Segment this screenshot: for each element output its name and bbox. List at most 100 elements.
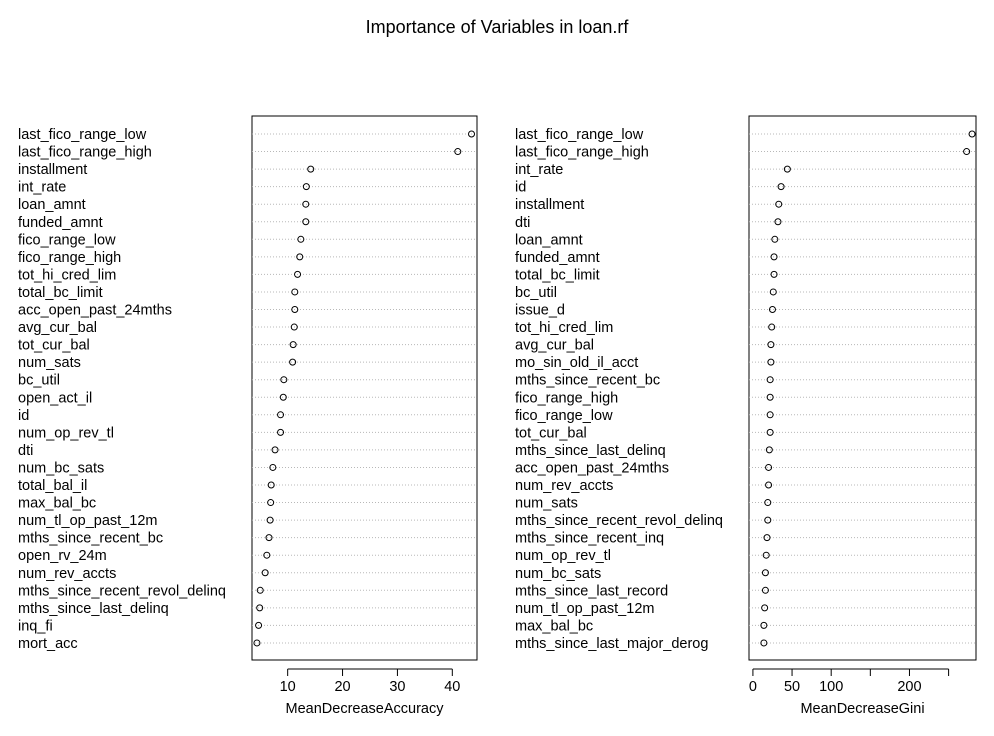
accuracy-x-tick-label: 20 [334, 679, 350, 695]
accuracy-x-tick-label: 30 [389, 679, 405, 695]
accuracy-point [256, 586, 264, 594]
accuracy-category-label: int_rate [18, 180, 66, 196]
gini-point [766, 393, 774, 401]
accuracy-category-label: mths_since_last_delinq [18, 601, 169, 617]
gini-category-label: last_fico_range_high [515, 145, 649, 161]
accuracy-x-tick-label: 40 [444, 679, 460, 695]
accuracy-point [302, 200, 310, 208]
gini-category-label: mths_since_last_major_derog [515, 636, 708, 652]
accuracy-category-label: total_bc_limit [18, 285, 103, 301]
gini-x-tick-label: 50 [784, 679, 800, 695]
gini-category-label: avg_cur_bal [515, 338, 594, 354]
gini-category-label: int_rate [515, 162, 563, 178]
accuracy-category-label: num_rev_accts [18, 566, 116, 582]
gini-category-label: bc_util [515, 285, 557, 301]
accuracy-category-label: num_sats [18, 355, 81, 371]
accuracy-category-label: mths_since_recent_bc [18, 531, 163, 547]
accuracy-plot-frame [251, 115, 478, 661]
accuracy-category-label: tot_hi_cred_lim [18, 267, 116, 283]
accuracy-category-label: funded_amnt [18, 215, 103, 231]
gini-plot-frame [748, 115, 977, 661]
accuracy-category-label: dti [18, 443, 33, 459]
accuracy-category-label: avg_cur_bal [18, 320, 97, 336]
accuracy-category-label: open_act_il [18, 390, 92, 406]
accuracy-point [267, 499, 275, 507]
accuracy-category-label: open_rv_24m [18, 548, 107, 564]
accuracy-point [277, 411, 285, 419]
accuracy-category-label: loan_amnt [18, 197, 86, 213]
accuracy-category-label: total_bal_il [18, 478, 87, 494]
gini-category-label: total_bc_limit [515, 267, 600, 283]
gini-category-label: installment [515, 197, 584, 213]
gini-point [770, 253, 778, 261]
accuracy-category-label: id [18, 408, 29, 424]
gini-point [763, 534, 771, 542]
gini-point [765, 446, 773, 454]
accuracy-point [297, 235, 305, 243]
gini-point [761, 586, 769, 594]
gini-category-label: num_sats [515, 496, 578, 512]
gini-point [777, 183, 785, 191]
accuracy-category-label: last_fico_range_low [18, 127, 147, 143]
gini-point [767, 358, 775, 366]
gini-category-label: acc_open_past_24mths [515, 460, 669, 476]
accuracy-category-label: max_bal_bc [18, 496, 96, 512]
gini-category-label: num_op_rev_tl [515, 548, 611, 564]
gini-point [766, 376, 774, 384]
gini-category-label: last_fico_range_low [515, 127, 644, 143]
gini-point [769, 288, 777, 296]
accuracy-category-label: fico_range_low [18, 232, 116, 248]
gini-point [968, 130, 976, 138]
accuracy-category-label: tot_cur_bal [18, 338, 90, 354]
gini-point [761, 569, 769, 577]
accuracy-point [296, 253, 304, 261]
accuracy-category-label: inq_fi [18, 618, 53, 634]
accuracy-point [307, 165, 315, 173]
accuracy-point [454, 148, 462, 156]
gini-point [768, 323, 776, 331]
gini-category-label: mths_since_recent_revol_delinq [515, 513, 723, 529]
gini-category-label: loan_amnt [515, 232, 583, 248]
accuracy-category-label: acc_open_past_24mths [18, 303, 172, 319]
gini-point [765, 463, 773, 471]
accuracy-point [290, 323, 298, 331]
accuracy-point [291, 306, 299, 313]
gini-category-label: tot_hi_cred_lim [515, 320, 613, 336]
accuracy-point [263, 551, 271, 559]
accuracy-category-label: num_tl_op_past_12m [18, 513, 157, 529]
gini-point [775, 200, 783, 208]
gini-point [764, 516, 772, 524]
accuracy-point [265, 534, 273, 542]
gini-point [771, 235, 779, 243]
gini-category-label: issue_d [515, 303, 565, 319]
accuracy-point [261, 569, 269, 577]
gini-point [765, 481, 773, 489]
gini-x-axis-label: MeanDecreaseGini [800, 701, 924, 717]
accuracy-category-label: num_bc_sats [18, 460, 104, 476]
accuracy-point [294, 270, 302, 278]
gini-point [760, 639, 768, 647]
accuracy-point [277, 428, 285, 436]
gini-point [770, 270, 778, 278]
gini-point [768, 306, 776, 313]
gini-point [774, 218, 782, 226]
gini-category-label: dti [515, 215, 530, 231]
accuracy-point [255, 621, 263, 629]
gini-category-label: id [515, 180, 526, 196]
gini-point [761, 604, 769, 612]
gini-x-tick-label: 200 [897, 679, 921, 695]
accuracy-point [271, 446, 279, 454]
gini-point [766, 428, 774, 436]
gini-category-label: num_rev_accts [515, 478, 613, 494]
accuracy-point [279, 393, 287, 401]
accuracy-category-label: num_op_rev_tl [18, 425, 114, 441]
accuracy-point [302, 218, 310, 226]
gini-point [767, 341, 775, 349]
gini-x-tick-label: 100 [819, 679, 843, 695]
accuracy-point [253, 639, 261, 647]
accuracy-category-label: last_fico_range_high [18, 145, 152, 161]
gini-point [764, 499, 772, 507]
accuracy-x-tick-label: 10 [280, 679, 296, 695]
gini-point [762, 551, 770, 559]
